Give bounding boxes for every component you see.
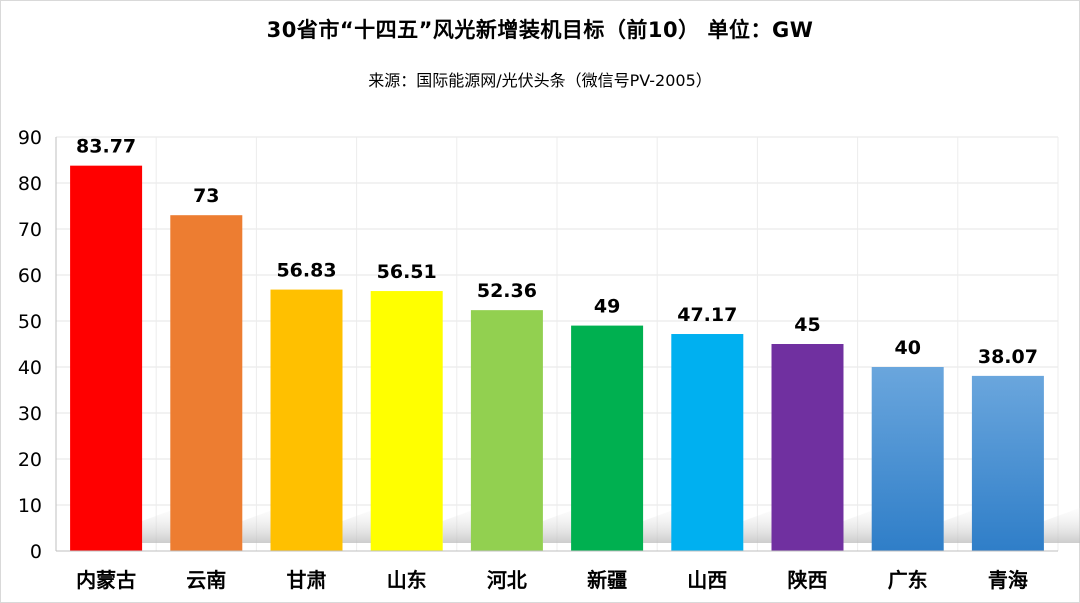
bar [370, 291, 443, 551]
y-tick-label: 80 [18, 173, 42, 195]
chart-title: 30省市“十四五”风光新增装机目标（前10） 单位：GW [266, 18, 814, 42]
data-label: 56.83 [276, 260, 336, 282]
x-tick-label: 青海 [988, 568, 1028, 592]
y-tick-label: 30 [18, 403, 42, 425]
x-tick-label: 山东 [387, 568, 427, 592]
bar [470, 310, 543, 551]
data-label: 47.17 [677, 304, 737, 326]
x-tick-label: 陕西 [788, 568, 828, 592]
x-tick-label: 山西 [687, 568, 727, 592]
bar [70, 165, 143, 551]
x-tick-label: 广东 [888, 568, 928, 592]
x-tick-label: 甘肃 [287, 568, 327, 592]
x-tick-label: 新疆 [587, 568, 627, 592]
bar [971, 375, 1044, 551]
x-tick-label: 云南 [186, 568, 226, 592]
chart-subtitle: 来源：国际能源网/光伏头条（微信号PV-2005） [368, 71, 712, 90]
data-label: 73 [193, 185, 219, 207]
data-label: 40 [894, 337, 920, 359]
y-tick-label: 0 [30, 541, 42, 563]
y-tick-label: 40 [18, 357, 42, 379]
bar [771, 344, 844, 551]
data-label: 56.51 [377, 261, 437, 283]
y-tick-label: 60 [18, 265, 42, 287]
y-tick-label: 20 [18, 449, 42, 471]
bar [571, 325, 644, 551]
data-label: 38.07 [978, 346, 1038, 368]
data-label: 49 [594, 296, 620, 318]
y-tick-label: 50 [18, 311, 42, 333]
bar-shadow [1043, 507, 1080, 543]
x-tick-label: 内蒙古 [76, 568, 136, 592]
bar [270, 289, 343, 551]
y-tick-label: 10 [18, 495, 42, 517]
x-tick-label: 河北 [487, 568, 527, 592]
data-label: 45 [794, 314, 820, 336]
data-label: 52.36 [477, 280, 537, 302]
bar [170, 215, 243, 551]
y-tick-label: 70 [18, 219, 42, 241]
data-label: 83.77 [76, 136, 136, 158]
bar [871, 367, 944, 551]
y-tick-label: 90 [18, 127, 42, 149]
bar [671, 334, 744, 551]
